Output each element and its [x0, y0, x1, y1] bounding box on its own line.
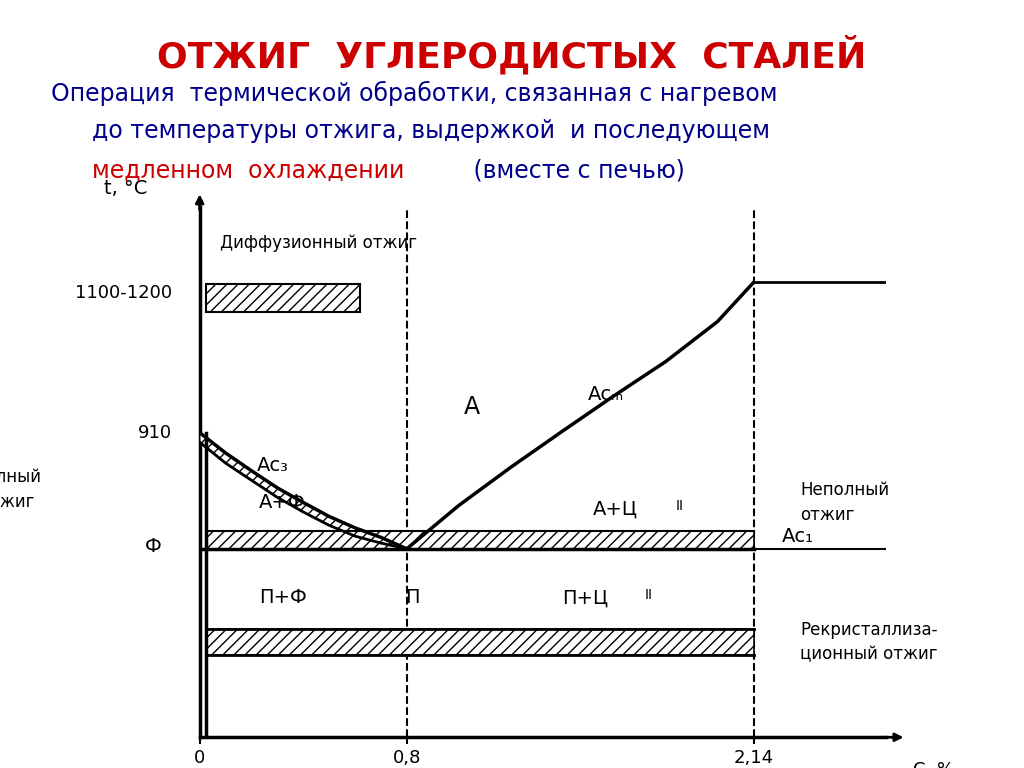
Text: C, %: C, %: [913, 761, 954, 768]
Text: Асₘ: Асₘ: [588, 385, 625, 404]
Text: Ас₃: Ас₃: [257, 456, 289, 475]
Text: t, °C: t, °C: [103, 179, 147, 198]
Text: Полный
отжиг: Полный отжиг: [0, 468, 42, 511]
Text: II: II: [676, 499, 684, 513]
Text: Диффузионный отжиг: Диффузионный отжиг: [220, 233, 418, 252]
Text: А: А: [464, 396, 479, 419]
Text: медленном  охлаждении: медленном охлаждении: [92, 159, 404, 183]
Text: 1100-1200: 1100-1200: [75, 284, 172, 302]
Polygon shape: [206, 531, 754, 549]
Text: А+Ф: А+Ф: [259, 493, 306, 512]
Text: П+Ц: П+Ц: [562, 588, 608, 607]
Text: Операция  термической обработки, связанная с нагревом: Операция термической обработки, связанна…: [51, 81, 777, 106]
Text: 910: 910: [138, 424, 172, 442]
Text: Ас₁: Ас₁: [782, 527, 814, 545]
Text: (вместе с печью): (вместе с печью): [466, 159, 685, 183]
Text: А+Ц: А+Ц: [593, 499, 638, 518]
Text: Ф: Ф: [145, 537, 162, 556]
Text: II: II: [645, 588, 653, 602]
Polygon shape: [206, 283, 360, 312]
Text: П+Ф: П+Ф: [259, 588, 306, 607]
Text: Рекристаллиза-
ционный отжиг: Рекристаллиза- ционный отжиг: [801, 621, 938, 664]
Text: ОТЖИГ  УГЛЕРОДИСТЫХ  СТАЛЕЙ: ОТЖИГ УГЛЕРОДИСТЫХ СТАЛЕЙ: [158, 35, 866, 74]
Text: П: П: [404, 588, 419, 607]
Polygon shape: [200, 432, 407, 549]
Text: до температуры отжига, выдержкой  и последующем: до температуры отжига, выдержкой и после…: [92, 119, 770, 143]
Polygon shape: [206, 630, 754, 655]
Text: Неполный
отжиг: Неполный отжиг: [801, 481, 890, 524]
